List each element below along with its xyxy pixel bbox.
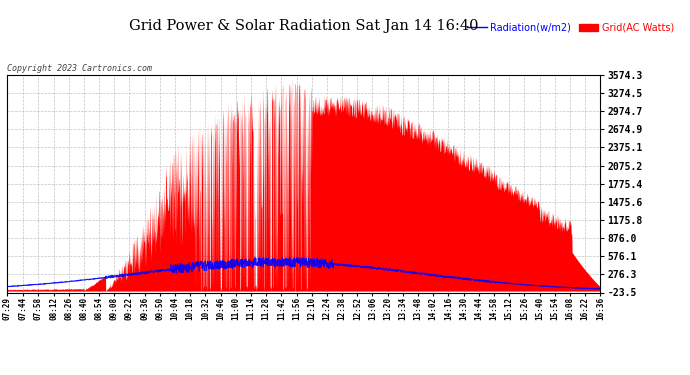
- Text: Copyright 2023 Cartronics.com: Copyright 2023 Cartronics.com: [7, 64, 152, 73]
- Text: Grid Power & Solar Radiation Sat Jan 14 16:40: Grid Power & Solar Radiation Sat Jan 14 …: [129, 19, 478, 33]
- Legend: Radiation(w/m2), Grid(AC Watts): Radiation(w/m2), Grid(AC Watts): [463, 19, 678, 37]
